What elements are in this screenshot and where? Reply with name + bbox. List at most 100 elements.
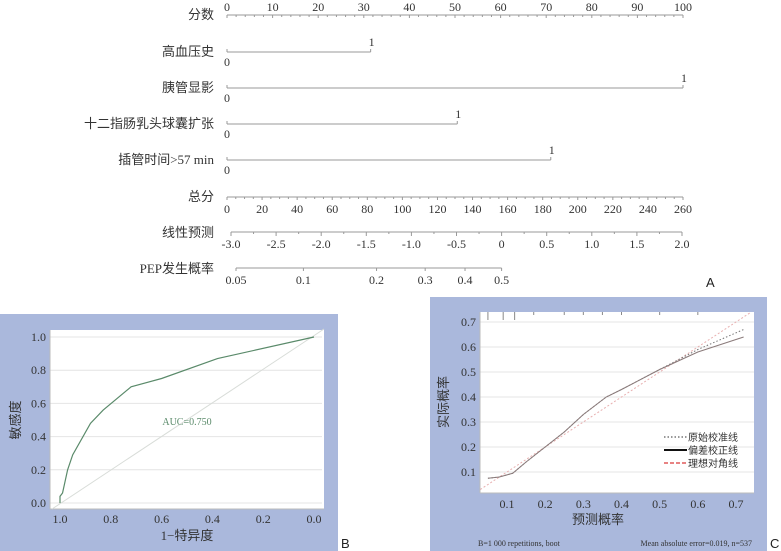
tick-label: -2.5 — [267, 237, 286, 251]
level-label: 1 — [369, 35, 375, 49]
points-axis-label: 分数 — [188, 7, 214, 22]
tick-label: 220 — [604, 202, 622, 216]
y-tick-label: 0.0 — [31, 496, 46, 510]
legend-label: 理想对角线 — [688, 457, 738, 470]
tick-label: 200 — [569, 202, 587, 216]
tick-label: 160 — [499, 202, 517, 216]
x-tick-label: 0.6 — [690, 497, 705, 511]
x-tick-label: 0.1 — [500, 497, 515, 511]
tick-label: 240 — [639, 202, 657, 216]
y-tick-label: 0.4 — [461, 390, 476, 404]
tick-label: 260 — [674, 202, 692, 216]
bias-corrected-line — [487, 336, 744, 479]
calibration-panel: 0.1 0.2 0.3 0.4 0.5 0.6 0.7 0.1 0.2 0.3 0.4 0.5 0.6 0… — [430, 297, 779, 551]
tick-label: 0.2 — [369, 273, 384, 287]
y-tick-label: 0.6 — [31, 396, 46, 410]
tick-label: 40 — [291, 202, 303, 216]
tick-label: 60 — [326, 202, 338, 216]
legend-label: 偏差校正线 — [688, 444, 738, 457]
roc-panel: 0.0 0.2 0.4 0.6 0.8 1.0 1.0 0.8 0.6 0.4 0.2 0.0 AUC=… — [0, 314, 350, 551]
auc-annotation: AUC=0.750 — [162, 417, 211, 428]
level-label: 0 — [224, 91, 230, 105]
y-tick-label: 0.1 — [461, 465, 476, 479]
level-label: 0 — [224, 163, 230, 177]
level-label: 1 — [455, 107, 461, 121]
tick-label: 20 — [312, 0, 324, 14]
tick-label: -3.0 — [222, 237, 241, 251]
y-tick-label: 0.2 — [31, 463, 46, 477]
x-tick-label: 0.2 — [256, 512, 271, 526]
tick-label: 10 — [267, 0, 279, 14]
y-axis-label: 实际概率 — [436, 376, 451, 428]
tick-label: 0 — [499, 237, 505, 251]
tick-label: 0 — [224, 202, 230, 216]
tick-label: 30 — [358, 0, 370, 14]
probability-axis-label: PEP发生概率 — [140, 261, 214, 276]
tick-label: 120 — [428, 202, 446, 216]
level-label: 1 — [681, 71, 687, 85]
x-tick-label: 0.7 — [729, 497, 744, 511]
tick-label: 50 — [449, 0, 461, 14]
x-tick-label: 0.4 — [614, 497, 629, 511]
reference-line — [51, 328, 325, 510]
tick-label: 140 — [464, 202, 482, 216]
footer-right: Mean absolute error=0.019, n=537 — [641, 539, 752, 548]
y-tick-label: 1.0 — [31, 330, 46, 344]
tick-label: -1.0 — [402, 237, 421, 251]
tick-label: 100 — [674, 0, 692, 14]
variable-label: 十二指肠乳头球囊扩张 — [84, 116, 214, 131]
x-tick-label: 0.0 — [307, 512, 322, 526]
nomogram-panel: 分数 0 10 20 30 40 50 60 70 80 90 100高血压史01胰管显影01十二指肠… — [84, 0, 715, 290]
tick-label: 0.3 — [418, 273, 433, 287]
variable-label: 高血压史 — [162, 44, 214, 59]
y-tick-label: 0.6 — [461, 340, 476, 354]
tick-label: 20 — [256, 202, 268, 216]
level-label: 1 — [549, 143, 555, 157]
tick-label: -0.5 — [447, 237, 466, 251]
tick-label: 70 — [540, 0, 552, 14]
x-tick-label: 0.8 — [103, 512, 118, 526]
y-tick-label: 0.3 — [461, 415, 476, 429]
y-tick-label: 0.5 — [461, 365, 476, 379]
tick-label: -2.0 — [312, 237, 331, 251]
panel-label: C — [770, 536, 779, 551]
x-tick-label: 0.5 — [652, 497, 667, 511]
y-tick-label: 0.8 — [31, 363, 46, 377]
x-axis-label: 1−特异度 — [161, 528, 214, 543]
tick-label: 40 — [403, 0, 415, 14]
tick-label: 0.5 — [494, 273, 509, 287]
total-points-label: 总分 — [188, 189, 214, 204]
tick-label: 0.1 — [296, 273, 311, 287]
tick-label: 1.0 — [584, 237, 599, 251]
tick-label: 60 — [495, 0, 507, 14]
level-label: 0 — [224, 127, 230, 141]
tick-label: -1.5 — [357, 237, 376, 251]
tick-label: 80 — [586, 0, 598, 14]
x-tick-label: 1.0 — [53, 512, 68, 526]
tick-label: 100 — [393, 202, 411, 216]
x-tick-label: 0.4 — [205, 512, 220, 526]
y-tick-label: 0.4 — [31, 430, 46, 444]
tick-label: 0.05 — [226, 273, 247, 287]
tick-label: 2.0 — [675, 237, 690, 251]
x-tick-label: 0.6 — [154, 512, 169, 526]
y-tick-label: 0.2 — [461, 440, 476, 454]
linear-predictor-label: 线性预测 — [162, 225, 214, 240]
tick-label: 0.5 — [539, 237, 554, 251]
roc-curve — [59, 336, 315, 503]
x-axis-label: 预测概率 — [572, 512, 624, 527]
y-tick-label: 0.7 — [461, 315, 476, 329]
x-tick-label: 0.3 — [576, 497, 591, 511]
legend-label: 原始校准线 — [688, 431, 738, 444]
tick-label: 90 — [631, 0, 643, 14]
tick-label: 0 — [224, 0, 230, 14]
variable-label: 插管时间>57 min — [118, 152, 214, 167]
footer-left: B=1 000 repetitions, boot — [478, 539, 561, 548]
tick-label: 0.4 — [458, 273, 473, 287]
panel-label: B — [341, 536, 350, 551]
tick-label: 1.5 — [629, 237, 644, 251]
y-axis-label: 敏感度 — [8, 400, 23, 439]
ideal-line — [480, 311, 752, 490]
level-label: 0 — [224, 55, 230, 69]
